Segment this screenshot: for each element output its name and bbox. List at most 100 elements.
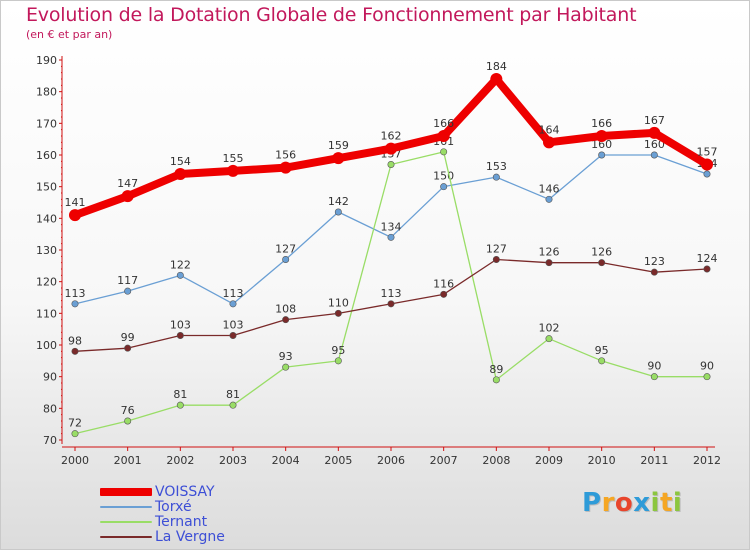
data-label-voissay: 154	[170, 155, 191, 168]
data-point-voissay	[543, 136, 555, 149]
data-label-la-vergne: 108	[275, 303, 296, 316]
data-point-torxe	[229, 300, 237, 308]
data-point-la-vergne	[282, 316, 290, 324]
data-point-la-vergne	[703, 265, 711, 273]
data-label-ternant: 89	[489, 363, 503, 376]
data-point-voissay	[385, 142, 397, 155]
data-point-la-vergne	[229, 331, 237, 339]
data-point-la-vergne	[124, 344, 132, 352]
y-tick-label: 140	[36, 212, 57, 225]
data-point-torxe	[440, 183, 448, 191]
data-label-voissay: 147	[117, 177, 138, 190]
data-point-voissay	[121, 190, 134, 203]
data-label-ternant: 93	[279, 350, 293, 363]
data-label-torxe: 127	[275, 243, 296, 256]
data-label-ternant: 102	[539, 322, 560, 335]
legend-label: Torxé	[155, 499, 192, 515]
data-label-torxe: 122	[170, 258, 191, 271]
data-label-voissay: 155	[223, 152, 244, 165]
x-tick-label: 2001	[114, 454, 142, 467]
data-point-voissay	[595, 130, 608, 142]
data-point-ternant	[650, 373, 658, 381]
data-label-torxe: 117	[117, 274, 138, 287]
data-label-la-vergne: 103	[170, 319, 191, 332]
chart-subtitle: (en € et par an)	[26, 28, 113, 41]
data-point-ternant	[71, 430, 79, 438]
logo-letter: i	[672, 488, 683, 518]
data-point-voissay	[174, 168, 187, 180]
y-tick-label: 170	[36, 117, 57, 130]
data-point-ternant	[440, 148, 448, 156]
data-point-la-vergne	[387, 300, 395, 308]
data-point-ternant	[334, 357, 342, 365]
legend-label: La Vergne	[155, 529, 225, 545]
data-point-voissay	[648, 126, 661, 139]
x-tick-label: 2011	[640, 454, 668, 467]
x-tick-label: 2007	[430, 454, 458, 467]
chart-title: Evolution de la Dotation Globale de Fonc…	[26, 4, 637, 26]
data-label-ternant: 95	[595, 344, 609, 357]
y-tick-label: 100	[36, 339, 57, 352]
data-point-torxe	[387, 233, 395, 241]
data-point-torxe	[598, 151, 606, 159]
data-label-la-vergne: 103	[223, 319, 244, 332]
y-tick-label: 180	[36, 86, 57, 99]
data-label-la-vergne: 116	[433, 277, 454, 290]
y-tick-label: 80	[43, 402, 57, 415]
data-point-torxe	[124, 287, 132, 295]
y-tick-label: 130	[36, 244, 57, 257]
legend-swatch	[100, 521, 152, 523]
data-label-ternant: 81	[226, 388, 240, 401]
data-label-la-vergne: 126	[539, 246, 560, 259]
x-tick-label: 2012	[693, 454, 721, 467]
data-label-la-vergne: 124	[697, 252, 718, 265]
data-point-torxe	[282, 255, 290, 263]
x-tick-label: 2009	[535, 454, 563, 467]
data-label-voissay: 162	[381, 130, 402, 143]
data-label-la-vergne: 98	[68, 334, 82, 347]
legend-swatch	[100, 536, 152, 538]
legend-swatch	[100, 506, 152, 508]
logo-letter: o	[614, 488, 634, 518]
data-point-ternant	[124, 417, 132, 425]
data-label-voissay: 164	[539, 123, 560, 136]
data-label-voissay: 141	[65, 196, 86, 209]
data-label-torxe: 142	[328, 195, 349, 208]
data-label-la-vergne: 113	[381, 287, 402, 300]
data-label-voissay: 156	[275, 149, 296, 162]
x-tick-label: 2008	[482, 454, 510, 467]
data-label-torxe: 134	[381, 220, 402, 233]
data-point-la-vergne	[176, 331, 184, 339]
data-point-ternant	[545, 335, 553, 343]
data-point-ternant	[492, 376, 500, 384]
data-point-la-vergne	[545, 259, 553, 267]
data-label-torxe: 113	[65, 287, 86, 300]
data-point-ternant	[176, 401, 184, 409]
data-label-voissay: 166	[591, 117, 612, 130]
y-tick-label: 150	[36, 181, 57, 194]
x-tick-label: 2004	[272, 454, 300, 467]
data-point-torxe	[545, 195, 553, 203]
logo-letter: P	[582, 488, 602, 518]
data-label-torxe: 153	[486, 160, 507, 173]
data-label-ternant: 81	[173, 388, 187, 401]
data-label-torxe: 113	[223, 287, 244, 300]
data-point-la-vergne	[71, 347, 79, 355]
data-label-ternant: 90	[647, 360, 661, 373]
x-tick-label: 2005	[324, 454, 352, 467]
logo-letter: t	[659, 488, 673, 518]
data-label-ternant: 72	[68, 417, 82, 430]
data-point-voissay	[701, 158, 713, 171]
data-label-la-vergne: 123	[644, 255, 665, 268]
data-point-ternant	[229, 401, 237, 409]
y-tick-label: 110	[36, 307, 57, 320]
data-label-ternant: 90	[700, 360, 714, 373]
data-label-ternant: 76	[121, 404, 135, 417]
data-label-la-vergne: 110	[328, 296, 349, 309]
data-point-torxe	[176, 271, 184, 279]
data-point-torxe	[492, 173, 500, 181]
y-tick-label: 70	[43, 434, 57, 447]
data-point-ternant	[703, 373, 711, 381]
legend-label: Ternant	[155, 514, 208, 530]
